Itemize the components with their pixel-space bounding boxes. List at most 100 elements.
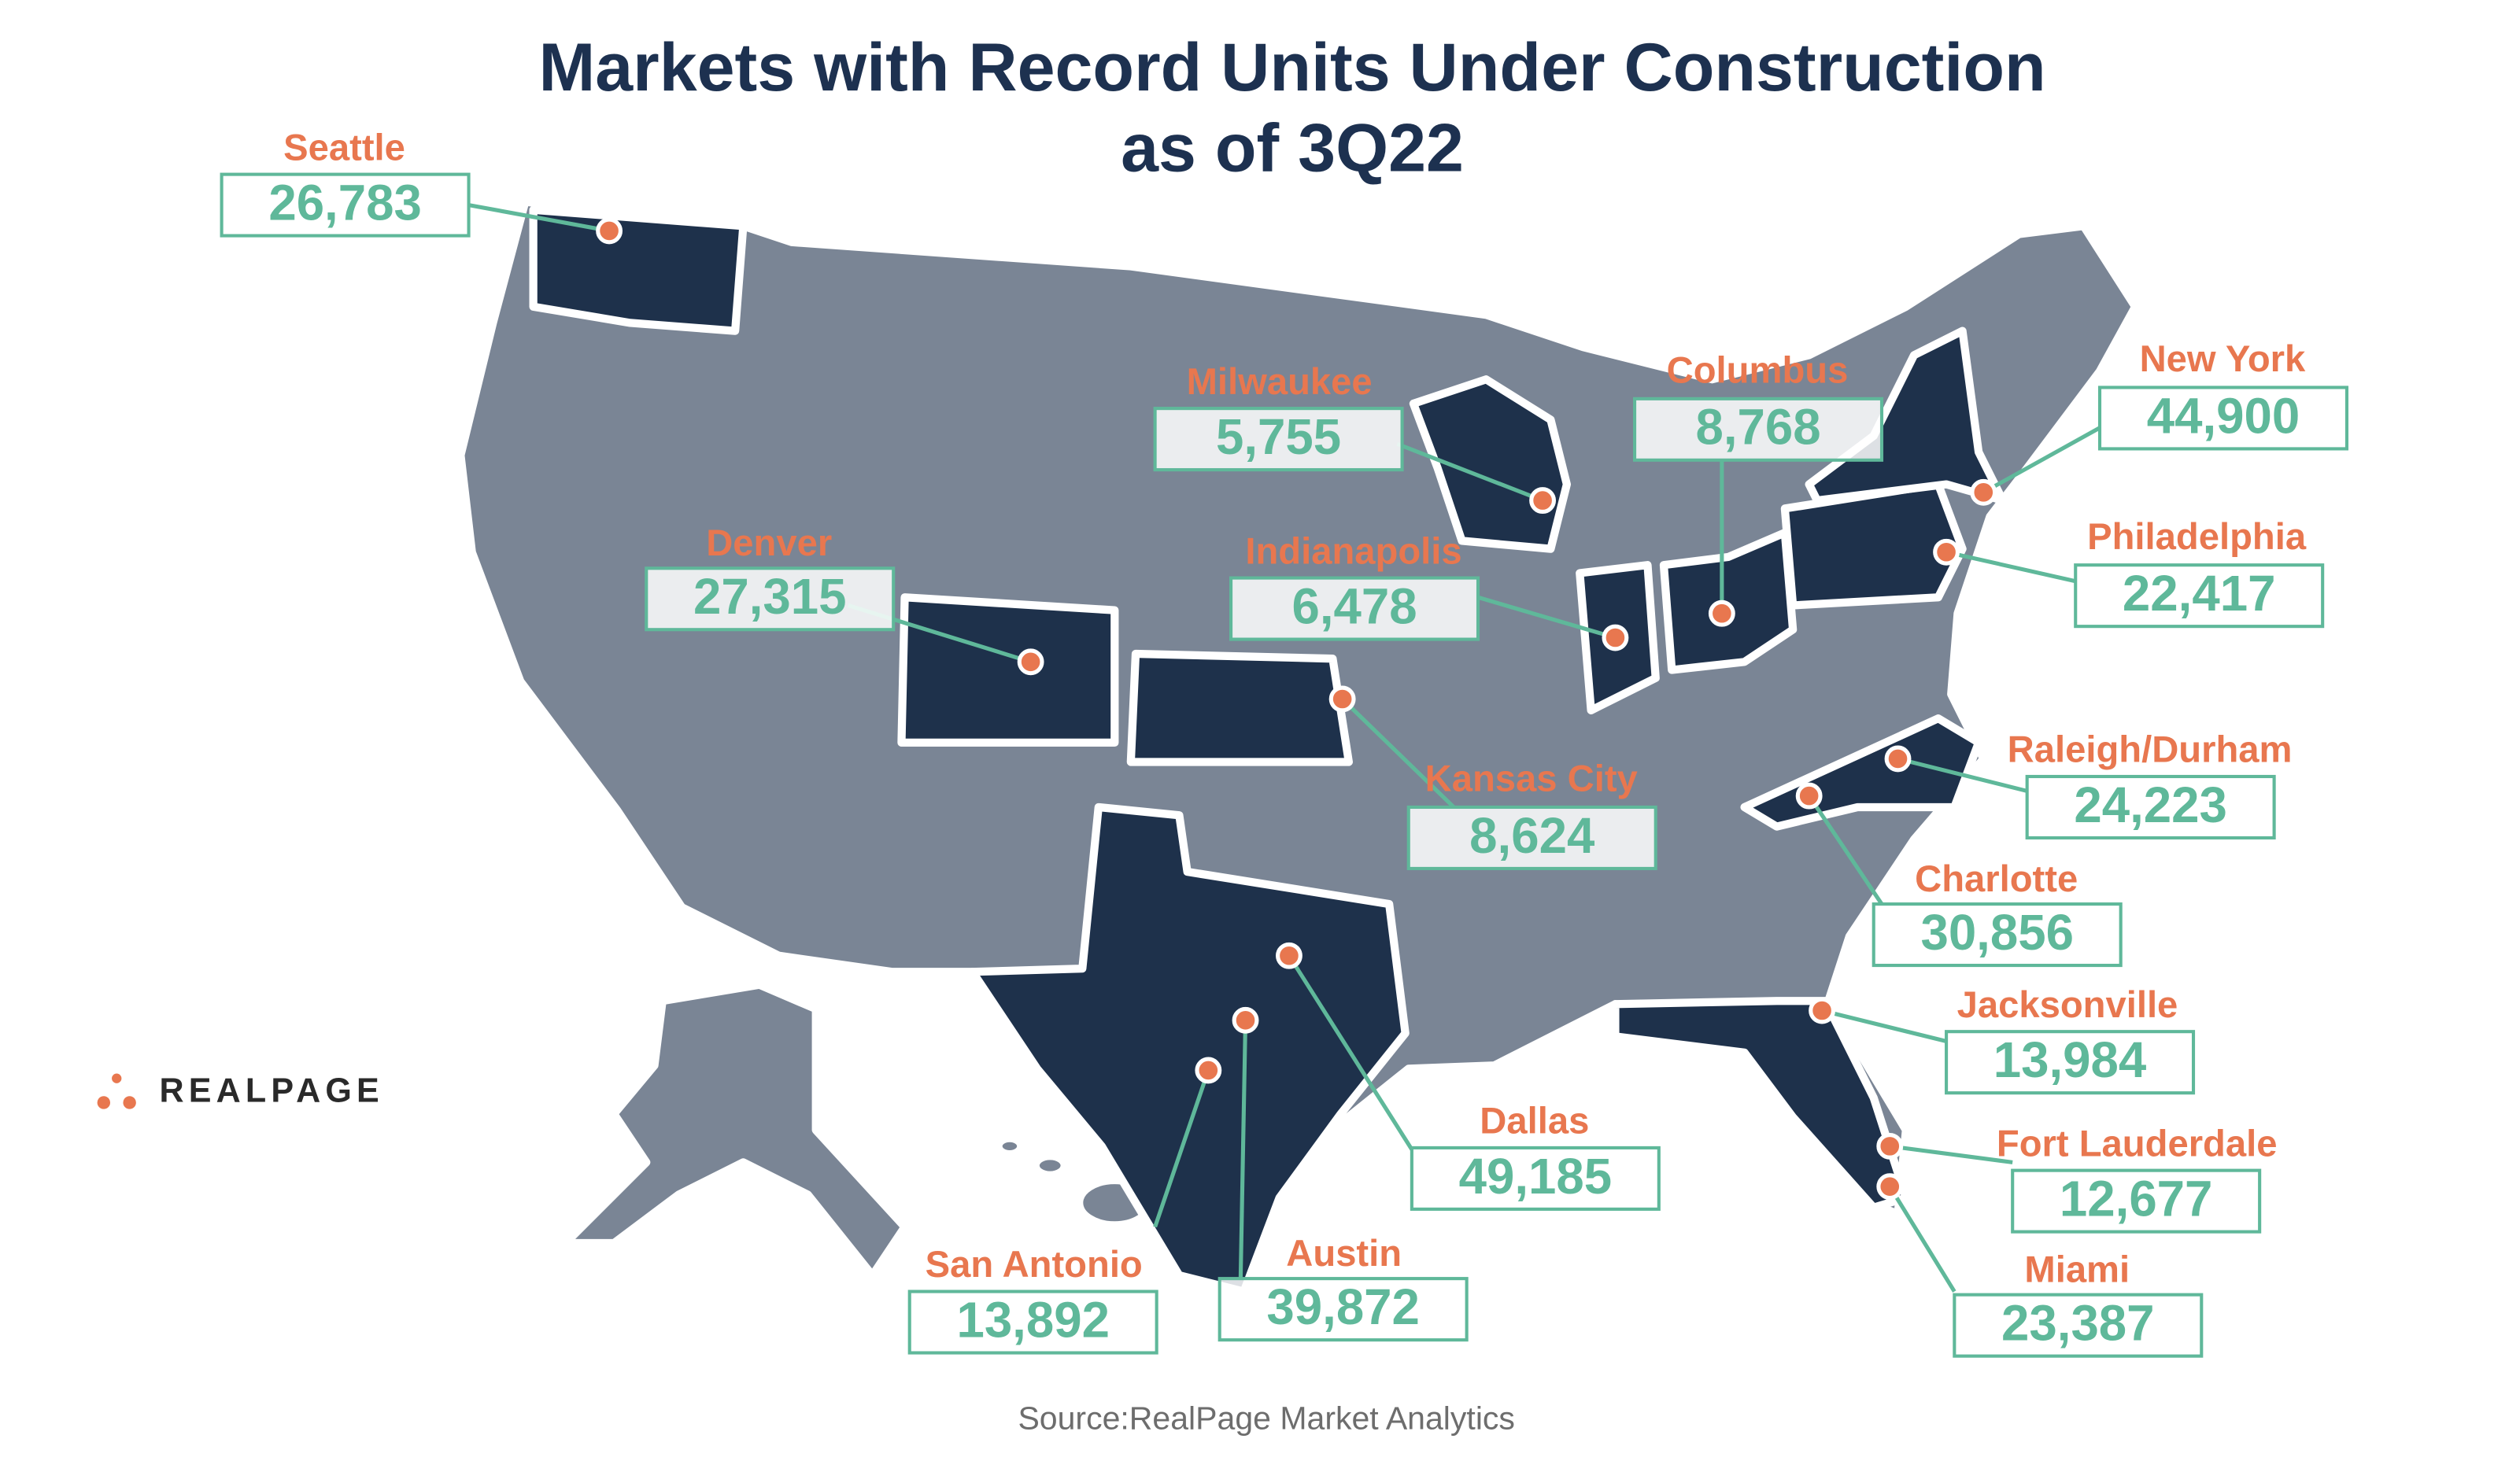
leader-line [1889, 1144, 2013, 1164]
market-value: 44,900 [2147, 388, 2300, 444]
market-name: Miami [2024, 1249, 2130, 1290]
value-box [1218, 1277, 1469, 1342]
leader-line [1238, 1020, 1248, 1279]
value-box [1872, 902, 2123, 968]
market-value: 30,856 [1920, 905, 2074, 961]
value-box [2011, 1168, 2262, 1234]
market-name: Charlotte [1915, 858, 2078, 900]
market-value: 24,223 [2074, 777, 2227, 833]
leader-line [1982, 426, 2101, 495]
value-box [220, 172, 471, 238]
market-name: Denver [706, 522, 832, 564]
market-value: 12,677 [2060, 1171, 2213, 1227]
value-box [1945, 1030, 2196, 1095]
market-name: Milwaukee [1187, 361, 1373, 403]
leader-line [1340, 697, 1456, 809]
market-callout: Denver 27,315 [645, 522, 1044, 676]
source: Source:RealPage Market Analytics [1018, 1400, 1514, 1437]
value-box [1632, 397, 1884, 462]
market-callout: Dallas 49,185 [1276, 942, 1661, 1211]
market-value: 8,624 [1469, 808, 1595, 864]
value-box [1153, 407, 1404, 472]
market-name: Austin [1286, 1233, 1402, 1275]
market-name: Seattle [283, 127, 405, 168]
florida [1611, 997, 1910, 1212]
market-name: Jacksonville [1957, 984, 2178, 1026]
market-callout: Milwaukee 5,755 [1153, 361, 1557, 515]
leader-line [1153, 1069, 1210, 1228]
value-box [2025, 774, 2276, 840]
market-dot [1529, 487, 1557, 515]
texas [968, 802, 1410, 1296]
market-dot [1970, 478, 1997, 506]
market-value: 13,984 [1993, 1032, 2147, 1088]
logo-dot [112, 1073, 122, 1083]
market-callout: Charlotte 30,856 [1795, 782, 2123, 968]
market-dot [1933, 538, 1960, 566]
market-callout: Jacksonville 13,984 [1809, 984, 2196, 1095]
value-box [907, 1289, 1158, 1355]
logo-dot [97, 1096, 111, 1109]
leader-line [468, 203, 610, 233]
market-dot [1017, 648, 1044, 676]
market-dot [1884, 745, 1912, 773]
market-callout: Miami 23,387 [1876, 1173, 2204, 1358]
leader-line [1477, 595, 1617, 640]
markets: Seattle 26,783 Milwaukee 5,755 Columbus 8,768… [220, 127, 2349, 1358]
market-callout: Fort Lauderdale 12,677 [1876, 1123, 2278, 1234]
value-box [1229, 576, 1480, 641]
market-name: Columbus [1667, 349, 1849, 391]
market-dot [596, 217, 623, 245]
market-callout: Columbus 8,768 [1632, 349, 1884, 627]
market-name: New York [2140, 338, 2306, 380]
leader-line [1897, 756, 2028, 793]
market-value: 49,185 [1459, 1149, 1613, 1205]
market-dot [1276, 942, 1302, 969]
market-dot [1328, 685, 1356, 713]
market-value: 8,768 [1695, 400, 1820, 456]
logo: REALPAGE [97, 1072, 384, 1110]
market-name: Fort Lauderdale [1997, 1123, 2278, 1164]
leader-line [1287, 954, 1414, 1151]
market-name: Dallas [1480, 1101, 1589, 1142]
wisconsin [1409, 375, 1571, 553]
market-value: 22,417 [2123, 566, 2276, 622]
market-callout: Seattle 26,783 [220, 127, 623, 245]
value-box [2074, 563, 2325, 629]
market-dot [1602, 624, 1629, 651]
market-value: 27,315 [693, 569, 847, 625]
market-callout: San Antonio 13,892 [907, 1057, 1222, 1355]
hawaii [994, 1134, 1025, 1159]
ohio [1659, 529, 1798, 674]
leader-line [1945, 550, 2076, 584]
market-callout: Kansas City 8,624 [1328, 685, 1657, 870]
market-dot [1708, 600, 1735, 627]
value-box [645, 566, 896, 632]
washington [529, 205, 748, 335]
market-value: 26,783 [268, 175, 422, 231]
value-box [2097, 386, 2349, 451]
logo-text: REALPAGE [160, 1072, 384, 1110]
market-name: San Antonio [926, 1244, 1143, 1286]
title: as of 3Q22 [1121, 111, 1464, 186]
logo-dot [123, 1096, 136, 1109]
market-dot [1195, 1057, 1222, 1084]
market-dot [1232, 1006, 1259, 1034]
market-name: Philadelphia [2087, 516, 2307, 558]
alaska [561, 980, 909, 1280]
market-value: 5,755 [1216, 409, 1341, 465]
market-callout: Raleigh/Durham 24,223 [1884, 729, 2293, 840]
market-value: 39,872 [1266, 1279, 1420, 1335]
market-dot [1876, 1173, 1904, 1201]
us-map [456, 197, 2140, 1299]
market-value: 13,892 [956, 1292, 1110, 1348]
market-dot [1795, 782, 1823, 810]
hawaii [1031, 1152, 1069, 1179]
market-name: Kansas City [1425, 758, 1638, 800]
leader-line [1807, 795, 1884, 906]
leader-line [1888, 1185, 1957, 1293]
market-callout: Indianapolis 6,478 [1229, 530, 1629, 651]
market-callout: Philadelphia 22,417 [1933, 516, 2325, 629]
leader-line [1821, 1009, 1947, 1043]
